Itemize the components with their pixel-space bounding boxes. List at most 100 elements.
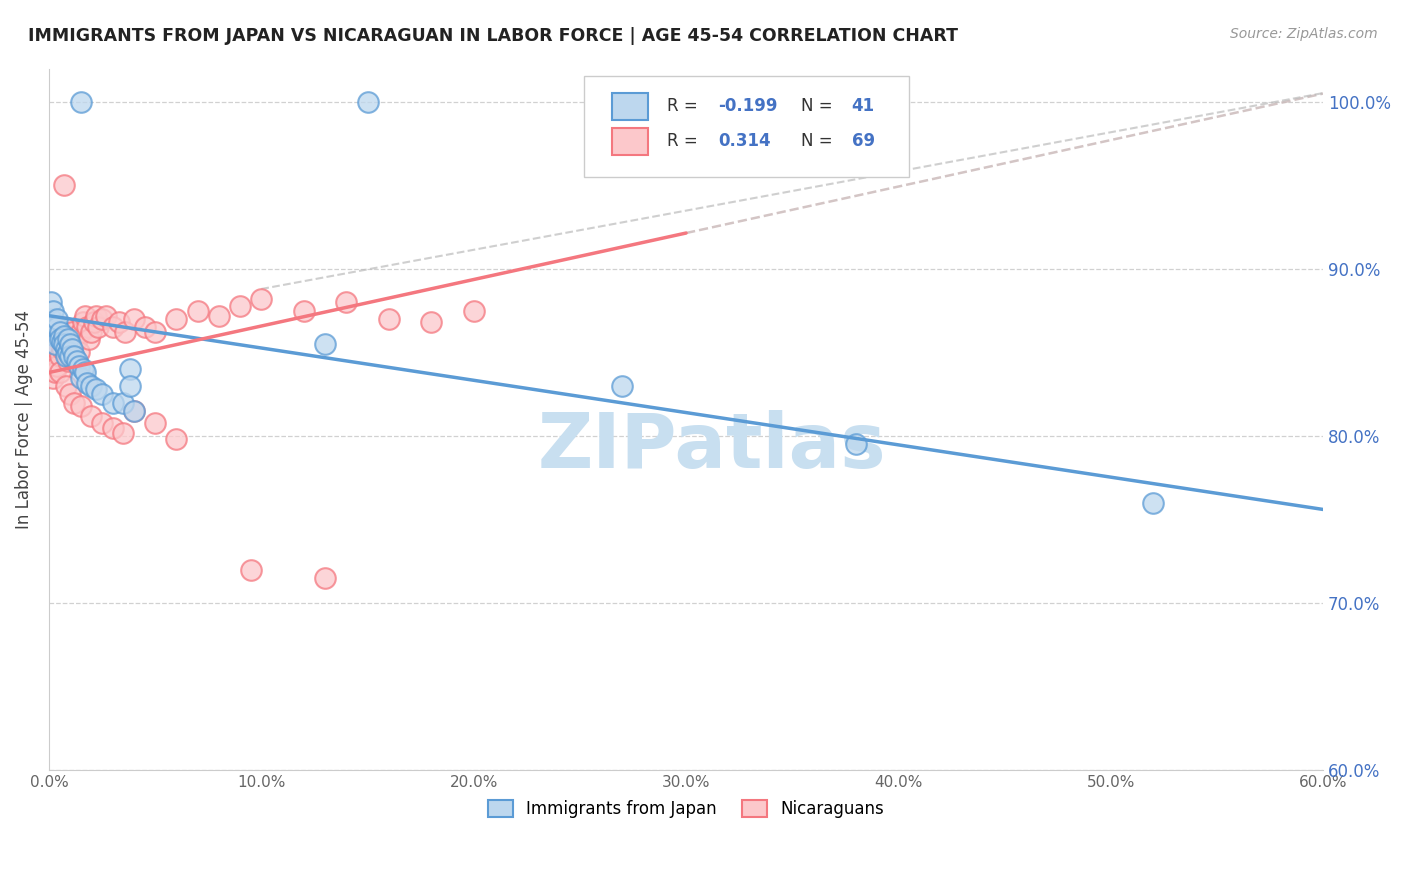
Point <box>101 395 124 409</box>
Y-axis label: In Labor Force | Age 45-54: In Labor Force | Age 45-54 <box>15 310 32 529</box>
Point <box>114 326 136 340</box>
Point <box>69 399 91 413</box>
Point <box>42 353 65 368</box>
Point <box>845 437 868 451</box>
Point <box>39 312 62 326</box>
Point <box>96 309 118 323</box>
Point <box>44 366 66 380</box>
Point <box>122 312 145 326</box>
Point <box>59 332 82 346</box>
Point <box>122 404 145 418</box>
Point <box>56 332 79 346</box>
Point <box>55 345 77 359</box>
Point <box>101 420 124 434</box>
Point <box>229 299 252 313</box>
Point <box>44 349 66 363</box>
Point <box>335 295 357 310</box>
Point <box>76 320 98 334</box>
Point <box>63 349 86 363</box>
Point <box>75 366 97 380</box>
Point <box>48 332 70 346</box>
Point <box>165 432 187 446</box>
Point <box>63 353 86 368</box>
Point <box>84 309 107 323</box>
FancyBboxPatch shape <box>612 93 648 120</box>
Text: IMMIGRANTS FROM JAPAN VS NICARAGUAN IN LABOR FORCE | AGE 45-54 CORRELATION CHART: IMMIGRANTS FROM JAPAN VS NICARAGUAN IN L… <box>28 27 957 45</box>
Point <box>112 395 135 409</box>
Point <box>59 387 82 401</box>
Point <box>101 320 124 334</box>
Point <box>60 326 83 340</box>
Point <box>42 320 65 334</box>
Point <box>44 337 66 351</box>
Point <box>52 337 75 351</box>
Point <box>55 342 77 356</box>
Text: Source: ZipAtlas.com: Source: ZipAtlas.com <box>1230 27 1378 41</box>
Point <box>65 353 87 368</box>
Point <box>42 370 65 384</box>
Point <box>52 320 75 334</box>
Point <box>118 362 141 376</box>
Point <box>122 404 145 418</box>
Point <box>56 345 79 359</box>
Point <box>80 379 103 393</box>
Point <box>314 571 336 585</box>
Point <box>612 379 634 393</box>
Text: R =: R = <box>666 97 703 115</box>
Point <box>80 409 103 423</box>
Point <box>463 303 485 318</box>
Text: 0.314: 0.314 <box>718 133 770 151</box>
Point <box>65 332 87 346</box>
Point <box>1142 496 1164 510</box>
Point <box>314 337 336 351</box>
Point <box>80 326 103 340</box>
Point <box>55 349 77 363</box>
Point <box>108 315 131 329</box>
Point <box>67 345 90 359</box>
FancyBboxPatch shape <box>583 76 910 178</box>
Point <box>91 387 114 401</box>
Point <box>55 328 77 343</box>
Point <box>63 395 86 409</box>
Point <box>51 342 73 356</box>
Text: -0.199: -0.199 <box>718 97 778 115</box>
Text: ZIPatlas: ZIPatlas <box>537 410 886 484</box>
Point <box>48 366 70 380</box>
Point <box>377 312 399 326</box>
Point <box>69 326 91 340</box>
Point <box>75 309 97 323</box>
Point <box>52 337 75 351</box>
Point <box>55 379 77 393</box>
Point <box>112 425 135 440</box>
Point <box>56 353 79 368</box>
Point <box>239 563 262 577</box>
Point <box>60 342 83 356</box>
Text: N =: N = <box>801 133 838 151</box>
Point <box>46 312 69 326</box>
Point <box>118 379 141 393</box>
Point <box>134 320 156 334</box>
Point <box>292 303 315 318</box>
Point <box>46 342 69 356</box>
Point <box>83 315 105 329</box>
Point <box>52 328 75 343</box>
Point <box>39 362 62 376</box>
Point <box>42 337 65 351</box>
Point <box>165 312 187 326</box>
Point <box>87 320 110 334</box>
Text: N =: N = <box>801 97 838 115</box>
Point <box>91 312 114 326</box>
Point <box>51 326 73 340</box>
Point <box>67 359 90 373</box>
Point <box>72 315 94 329</box>
Point <box>420 315 443 329</box>
Point <box>48 326 70 340</box>
Point <box>187 303 209 318</box>
Text: 69: 69 <box>852 133 875 151</box>
Point <box>48 349 70 363</box>
Legend: Immigrants from Japan, Nicaraguans: Immigrants from Japan, Nicaraguans <box>481 793 891 825</box>
Point <box>46 320 69 334</box>
Point <box>250 292 273 306</box>
Point <box>42 303 65 318</box>
Point <box>79 332 101 346</box>
